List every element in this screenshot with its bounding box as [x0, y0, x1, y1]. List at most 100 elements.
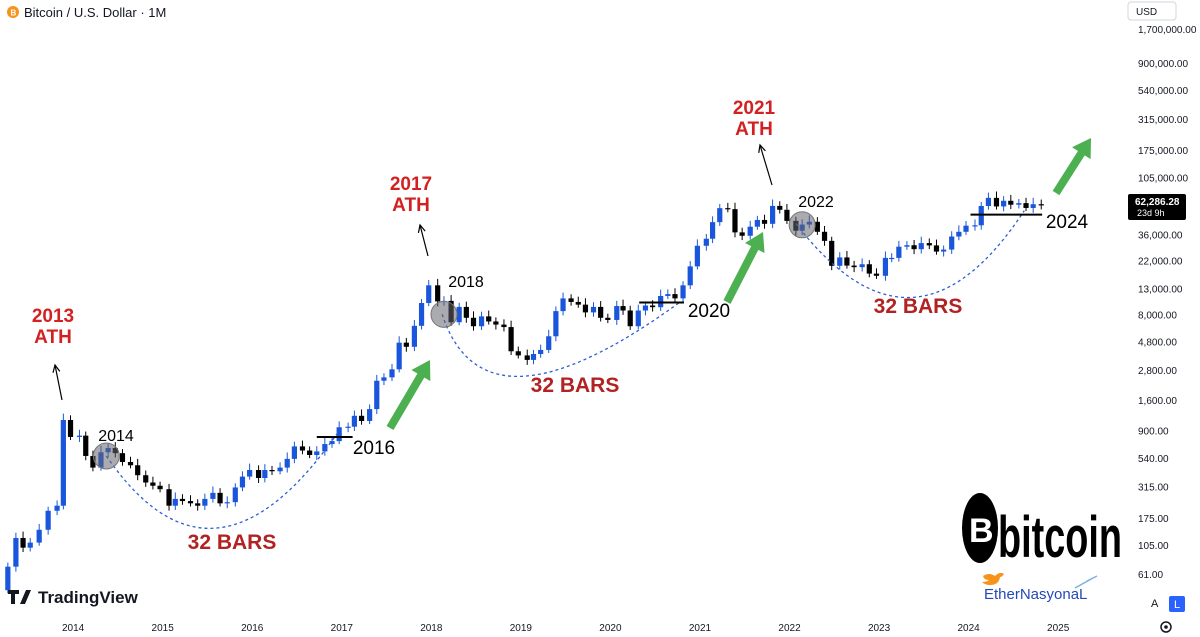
handle-text: EtherNasyonaL — [984, 586, 1087, 603]
annotation-label: 2022 — [798, 194, 834, 211]
candle-body — [90, 455, 96, 468]
candle-body — [456, 306, 462, 323]
candle-body — [859, 264, 865, 268]
candle-body — [322, 444, 328, 452]
candle-body — [127, 461, 134, 466]
settings-gear-icon[interactable] — [1160, 621, 1172, 633]
currency-selector[interactable] — [1127, 1, 1177, 21]
candle-series — [5, 191, 1044, 594]
ath-pointer-arrow — [419, 224, 429, 257]
annotation-label: 2020 — [688, 301, 730, 322]
ath-pointer-arrow — [759, 144, 773, 186]
candle-body — [918, 243, 924, 250]
chart-header: B Bitcoin / U.S. Dollar · 1M — [7, 5, 166, 20]
price-tick-label: 36,000.00 — [1138, 230, 1183, 241]
candle-body — [665, 294, 671, 296]
candle-body — [463, 306, 469, 318]
candle-body — [135, 465, 141, 476]
time-tick-label: 2025 — [1047, 623, 1070, 634]
candle-body — [179, 498, 186, 502]
auto-scale-button[interactable]: A — [1151, 598, 1159, 610]
cycle-curve — [795, 210, 1025, 299]
candle-body — [882, 257, 889, 276]
tradingview-logo[interactable]: TradingView — [8, 588, 139, 607]
candle-body — [941, 249, 947, 252]
price-tick-label: 105,000.00 — [1138, 173, 1188, 184]
time-tick-label: 2016 — [241, 623, 264, 634]
candle-body — [493, 321, 499, 325]
annotation-sublabel: ATH — [735, 119, 773, 140]
candle-body — [67, 419, 74, 437]
candle-body — [590, 306, 597, 313]
green-trend-arrow — [386, 360, 431, 431]
candle-body — [635, 310, 641, 327]
candle-body — [717, 208, 723, 223]
candle-body — [963, 225, 969, 232]
candle-body — [307, 450, 313, 456]
candle-body — [1030, 204, 1036, 208]
price-tick-label: 175.00 — [1138, 514, 1169, 525]
candle-body — [284, 458, 290, 468]
candle-body — [784, 209, 790, 221]
candle-body — [889, 257, 895, 260]
candle-body — [54, 505, 60, 511]
candle-body — [709, 222, 716, 239]
candle-body — [60, 419, 66, 506]
candle-body — [367, 409, 373, 421]
candle-body — [844, 257, 850, 266]
bitcoin-wordmark: bitcoin — [998, 505, 1122, 570]
ath-pointer-arrow — [54, 364, 63, 401]
last-price-tag: 62,286.28 23d 9h — [1128, 194, 1186, 220]
last-price: 62,286.28 — [1135, 197, 1180, 208]
handle-swoosh-icon — [1074, 575, 1098, 589]
candle-body — [411, 325, 417, 347]
cycle-curve — [105, 430, 340, 529]
candle-body — [605, 317, 611, 320]
candle-body — [956, 231, 962, 237]
time-tick-label: 2018 — [420, 623, 443, 634]
candle-body — [1016, 203, 1022, 205]
candle-body — [680, 285, 686, 299]
price-axis[interactable]: 1,700,000.00 900,000.00 540,000.00 315,000.… — [1138, 25, 1197, 581]
time-axis[interactable]: 2014 2015 2016 2017 2018 2019 2020 2021 2022 2023… — [62, 623, 1070, 634]
price-tick-label: 175,000.00 — [1138, 146, 1188, 157]
candle-body — [546, 336, 552, 350]
annotation-label: 2017 — [390, 174, 432, 195]
candle-body — [524, 355, 530, 360]
candle-body — [904, 245, 910, 247]
candle-body — [515, 351, 521, 356]
bitcoin-coin-icon — [962, 493, 998, 563]
cycle-curve — [441, 301, 680, 378]
candle-body — [27, 542, 33, 548]
candle-body — [396, 342, 402, 370]
candle-body — [119, 453, 126, 462]
ath-pointer-arrowhead — [758, 143, 766, 153]
candle-body — [224, 502, 230, 504]
candle-body — [501, 324, 507, 328]
candle-body — [732, 209, 738, 233]
candle-body — [150, 482, 156, 486]
candle-body — [1001, 200, 1007, 207]
candle-body — [530, 353, 537, 360]
annotation-sublabel: ATH — [34, 327, 72, 348]
candle-body — [187, 501, 194, 504]
candle-body — [926, 243, 932, 246]
candle-body — [873, 273, 880, 276]
candle-body — [210, 492, 216, 499]
price-tick-label: 1,600.00 — [1138, 396, 1177, 407]
candle-body — [239, 476, 246, 488]
candle-body — [1023, 203, 1029, 208]
price-tick-label: 2,800.00 — [1138, 366, 1177, 377]
candle-body — [157, 485, 163, 490]
candle-body — [508, 327, 514, 352]
candle-body — [866, 264, 872, 274]
candle-body — [351, 415, 357, 427]
log-scale-button[interactable] — [1169, 596, 1185, 612]
cycle-start-circle — [92, 442, 120, 470]
annotation-label: 2018 — [448, 274, 484, 291]
log-scale-label: L — [1174, 599, 1180, 611]
price-tick-label: 1,700,000.00 — [1138, 25, 1197, 36]
candle-body — [694, 245, 700, 267]
annotation-sublabel: ATH — [392, 195, 430, 216]
